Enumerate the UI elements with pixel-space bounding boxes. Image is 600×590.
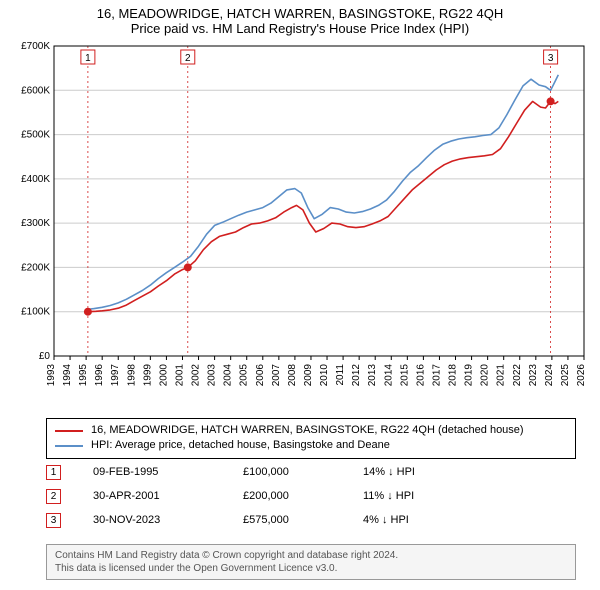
legend-label: HPI: Average price, detached house, Basi… — [91, 438, 390, 453]
svg-text:2025: 2025 — [560, 364, 571, 387]
footer-line-1: Contains HM Land Registry data © Crown c… — [55, 549, 567, 562]
svg-text:2007: 2007 — [271, 364, 282, 387]
chart-svg: £0 £100K £200K £300K £400K £500K £600K £700K 199… — [8, 42, 592, 412]
svg-text:£100K: £100K — [21, 307, 50, 318]
marker-delta: 11% ↓ HPI — [363, 490, 493, 502]
svg-text:2018: 2018 — [448, 364, 459, 387]
title-block: 16, MEADOWRIDGE, HATCH WARREN, BASINGSTO… — [0, 0, 600, 38]
svg-text:2016: 2016 — [415, 364, 426, 387]
svg-text:£400K: £400K — [21, 174, 50, 185]
svg-text:2019: 2019 — [464, 364, 475, 387]
svg-text:2015: 2015 — [399, 364, 410, 387]
svg-text:1995: 1995 — [78, 364, 89, 387]
svg-text:2017: 2017 — [431, 364, 442, 387]
svg-text:£500K: £500K — [21, 130, 50, 141]
svg-text:£0: £0 — [39, 351, 51, 362]
svg-text:2000: 2000 — [158, 364, 169, 387]
svg-text:2021: 2021 — [496, 364, 507, 387]
svg-text:2012: 2012 — [351, 364, 362, 387]
marker-delta: 4% ↓ HPI — [363, 514, 493, 526]
footer-line-2: This data is licensed under the Open Gov… — [55, 562, 567, 575]
title-line-1: 16, MEADOWRIDGE, HATCH WARREN, BASINGSTO… — [0, 6, 600, 21]
svg-text:£300K: £300K — [21, 218, 50, 229]
marker-date: 30-NOV-2023 — [93, 514, 243, 526]
svg-text:2002: 2002 — [191, 364, 202, 387]
svg-text:1998: 1998 — [126, 364, 137, 387]
legend-row: 16, MEADOWRIDGE, HATCH WARREN, BASINGSTO… — [55, 423, 567, 438]
marker-price: £575,000 — [243, 514, 363, 526]
legend-row: HPI: Average price, detached house, Basi… — [55, 438, 567, 453]
marker-price: £100,000 — [243, 466, 363, 478]
svg-text:2020: 2020 — [480, 364, 491, 387]
svg-text:1997: 1997 — [110, 364, 121, 387]
svg-text:1: 1 — [85, 53, 91, 64]
svg-text:2023: 2023 — [528, 364, 539, 387]
marker-detail-list: 1 09-FEB-1995£100,00014% ↓ HPI 2 30-APR-200… — [46, 460, 576, 532]
svg-text:2005: 2005 — [239, 364, 250, 387]
chart: £0 £100K £200K £300K £400K £500K £600K £700K 199… — [8, 42, 592, 412]
svg-text:1996: 1996 — [94, 364, 105, 387]
marker-delta: 14% ↓ HPI — [363, 466, 493, 478]
svg-text:2008: 2008 — [287, 364, 298, 387]
marker-detail-row: 1 09-FEB-1995£100,00014% ↓ HPI — [46, 460, 576, 484]
marker-date: 30-APR-2001 — [93, 490, 243, 502]
title-line-2: Price paid vs. HM Land Registry's House … — [0, 21, 600, 36]
marker-detail-row: 3 30-NOV-2023£575,0004% ↓ HPI — [46, 508, 576, 532]
marker-detail-row: 2 30-APR-2001£200,00011% ↓ HPI — [46, 484, 576, 508]
svg-text:3: 3 — [548, 53, 554, 64]
svg-text:2006: 2006 — [255, 364, 266, 387]
svg-text:1994: 1994 — [62, 364, 73, 387]
legend: 16, MEADOWRIDGE, HATCH WARREN, BASINGSTO… — [46, 418, 576, 459]
svg-text:2014: 2014 — [383, 364, 394, 387]
svg-text:£700K: £700K — [21, 42, 50, 52]
svg-text:2010: 2010 — [319, 364, 330, 387]
marker-num-box: 1 — [46, 465, 61, 480]
svg-text:2004: 2004 — [223, 364, 234, 387]
svg-text:2001: 2001 — [174, 364, 185, 387]
svg-text:2026: 2026 — [576, 364, 587, 387]
footer-attribution: Contains HM Land Registry data © Crown c… — [46, 544, 576, 580]
legend-label: 16, MEADOWRIDGE, HATCH WARREN, BASINGSTO… — [91, 423, 524, 438]
svg-text:1993: 1993 — [46, 364, 57, 387]
svg-text:2003: 2003 — [207, 364, 218, 387]
marker-price: £200,000 — [243, 490, 363, 502]
figure-root: 16, MEADOWRIDGE, HATCH WARREN, BASINGSTO… — [0, 0, 600, 590]
legend-swatch — [55, 430, 83, 432]
svg-text:2013: 2013 — [367, 364, 378, 387]
marker-num-box: 3 — [46, 513, 61, 528]
svg-text:1999: 1999 — [142, 364, 153, 387]
svg-text:£600K: £600K — [21, 85, 50, 96]
svg-text:£200K: £200K — [21, 262, 50, 273]
legend-swatch — [55, 445, 83, 447]
svg-text:2011: 2011 — [335, 364, 346, 386]
svg-text:2024: 2024 — [544, 364, 555, 387]
svg-text:2022: 2022 — [512, 364, 523, 387]
svg-text:2009: 2009 — [303, 364, 314, 387]
marker-date: 09-FEB-1995 — [93, 466, 243, 478]
svg-text:2: 2 — [185, 53, 191, 64]
marker-num-box: 2 — [46, 489, 61, 504]
